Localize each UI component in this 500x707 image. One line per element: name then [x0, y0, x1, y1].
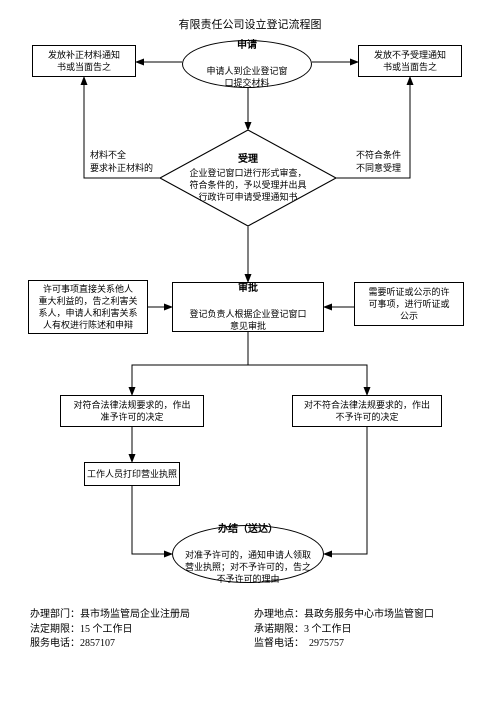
footer-right: 办理地点：县政务服务中心市场监管窗口承诺期限：3 个工作日监督电话： 29757…: [254, 608, 434, 652]
footer-left: 办理部门：县市场监管局企业注册局法定期限：15 个工作日服务电话：2857107: [30, 608, 190, 652]
diagram-title: 有限责任公司设立登记流程图: [179, 16, 322, 32]
node-dec_yes: 对符合法律法规要求的，作出准予许可的决定: [60, 395, 204, 427]
flow-arrows: [0, 0, 500, 707]
edge-14: [132, 486, 172, 554]
node-approve: 审批登记负责人根据企业登记窗口意见审批: [172, 282, 324, 332]
edge-label-3: 材料不全要求补正材料的: [90, 148, 153, 174]
node-dec_no: 对不符合法律法规要求的，作出不予许可的决定: [292, 395, 442, 427]
node-right1: 发放不予受理通知书或当面告之: [358, 45, 462, 77]
edge-12: [248, 365, 367, 395]
node-accept: 受理企业登记窗口进行形式审查，符合条件的，予以受理并出具行政许可申请受理通知书: [160, 130, 336, 226]
node-left2: 许可事项直接关系他人重大利益的，告之利害关系人，申请人和利害关系人有权进行陈述和…: [28, 280, 148, 334]
edge-11: [132, 365, 248, 395]
node-right2: 需要听证或公示的许可事项，进行听证或公示: [354, 282, 464, 326]
edge-label-4: 不符合条件不同意受理: [356, 148, 401, 174]
node-left1: 发放补正材料通知书或当面告之: [32, 45, 136, 77]
node-apply: 申请申请人到企业登记窗口提交材料: [182, 40, 312, 88]
node-finish: 办结（送达）对准予许可的，通知申请人领取营业执照；对不予许可的，告之不予许可的理…: [172, 525, 324, 583]
node-print: 工作人员打印营业执照: [84, 462, 180, 486]
edge-15: [324, 427, 367, 554]
